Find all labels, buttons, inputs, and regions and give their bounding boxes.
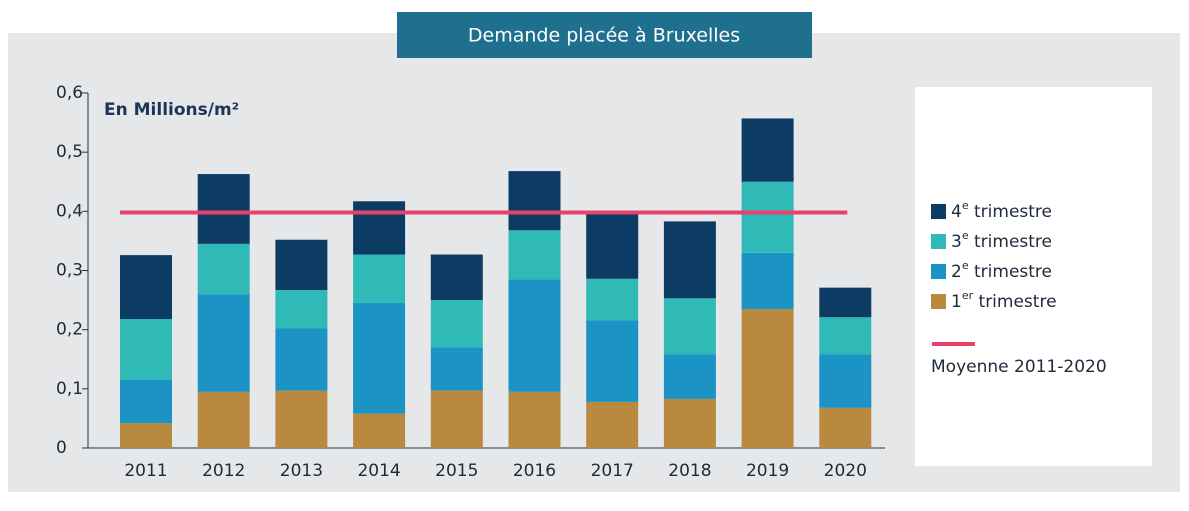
x-tick-label: 2018	[668, 461, 711, 481]
bar-segment	[275, 290, 328, 329]
y-tick-label: 0	[56, 438, 67, 458]
legend-swatch	[931, 294, 946, 309]
y-tick-label: 0,3	[56, 261, 83, 281]
bar-segment	[430, 300, 483, 348]
legend-label: Moyenne 2011-2020	[931, 357, 1107, 377]
legend-label: 2e trimestre	[951, 259, 1052, 282]
legend-swatch	[931, 234, 946, 249]
bar-segment	[508, 171, 561, 231]
x-tick-label: 2019	[746, 461, 789, 481]
bar-segment	[586, 401, 639, 448]
legend-swatch	[931, 264, 946, 279]
x-tick-label: 2016	[513, 461, 556, 481]
bar-segment	[663, 221, 716, 299]
bar-segment	[197, 243, 250, 295]
bar-segment	[275, 390, 328, 448]
y-tick-label: 0,4	[56, 201, 83, 221]
legend-label: 4e trimestre	[951, 199, 1052, 222]
bar-segment	[741, 181, 794, 253]
bar-segment	[353, 254, 406, 304]
y-tick-label: 0,1	[56, 379, 83, 399]
bar-segment	[197, 391, 250, 448]
x-tick-label: 2017	[591, 461, 634, 481]
x-tick-label: 2015	[435, 461, 478, 481]
bar-segment	[819, 317, 872, 355]
bar-segment	[508, 279, 561, 392]
bar-segment	[197, 294, 250, 392]
x-tick-label: 2012	[202, 461, 245, 481]
bar-segment	[120, 255, 172, 320]
title-box	[397, 12, 812, 58]
bar-segment	[120, 319, 172, 380]
legend-box	[915, 87, 1152, 466]
x-tick-label: 2014	[357, 461, 400, 481]
bar-segment	[741, 118, 794, 182]
y-tick-label: 0,2	[56, 320, 83, 340]
bar-segment	[430, 254, 483, 301]
chart-title: Demande placée à Bruxelles	[468, 25, 740, 47]
bar-segment	[430, 347, 483, 391]
x-tick-label: 2011	[124, 461, 167, 481]
bar-segment	[508, 391, 561, 448]
bar-segment	[586, 211, 639, 279]
bar-segment	[663, 298, 716, 355]
bar-segment	[353, 413, 406, 448]
bar-segment	[275, 328, 328, 391]
bar-segment	[586, 320, 639, 402]
bar-segment	[819, 354, 872, 408]
bar-segment	[275, 239, 328, 291]
x-tick-label: 2013	[280, 461, 323, 481]
y-axis-label: En Millions/m²	[104, 100, 239, 120]
bar-segment	[663, 398, 716, 448]
legend-label: 3e trimestre	[951, 229, 1052, 252]
bar-segment	[741, 308, 794, 448]
bar-segment	[353, 201, 406, 255]
bar-segment	[120, 423, 172, 448]
bar-segment	[430, 390, 483, 448]
bar-segment	[663, 354, 716, 399]
x-tick-label: 2020	[824, 461, 867, 481]
bar-segment	[741, 252, 794, 309]
legend-label: 1er trimestre	[951, 289, 1057, 312]
legend-swatch	[931, 204, 946, 219]
bar-segment	[197, 174, 250, 244]
bar-segment	[353, 303, 406, 414]
bar-segment	[586, 278, 639, 321]
y-tick-label: 0,5	[56, 142, 83, 162]
bar-segment	[819, 287, 872, 318]
bar-segment	[120, 379, 172, 424]
bar-segment	[508, 230, 561, 280]
bar-segment	[819, 407, 872, 448]
y-tick-label: 0,6	[56, 83, 83, 103]
